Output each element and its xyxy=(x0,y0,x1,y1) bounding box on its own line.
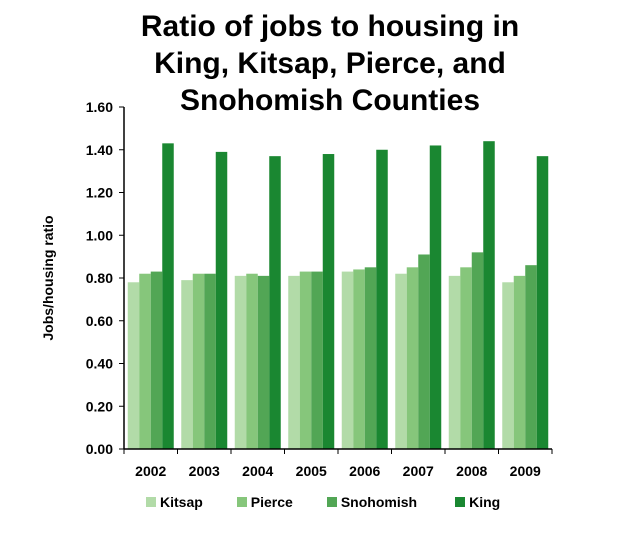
legend-label: Kitsap xyxy=(160,494,203,510)
x-tick-label: 2008 xyxy=(456,463,487,479)
bar-kitsap-2004 xyxy=(234,275,247,449)
legend-item-king: King xyxy=(455,494,500,510)
bar-king-2006 xyxy=(376,149,388,449)
bar-pierce-2004 xyxy=(246,273,258,449)
legend-swatch-icon xyxy=(326,497,337,507)
legend-swatch-icon xyxy=(455,497,466,507)
bar-group-2005 xyxy=(288,154,335,449)
bar-pierce-2007 xyxy=(406,267,419,449)
y-tick-label: 0.40 xyxy=(86,356,113,372)
bar-group-2007 xyxy=(395,145,442,449)
bar-pierce-2006 xyxy=(353,269,365,449)
bar-snohomish-2004 xyxy=(257,275,270,449)
bar-snohomish-2007 xyxy=(418,254,430,449)
chart-title: Ratio of jobs to housing in King, Kitsap… xyxy=(0,8,626,119)
bar-kitsap-2009 xyxy=(502,282,514,449)
x-tick-label: 2004 xyxy=(242,463,273,479)
bar-kitsap-2006 xyxy=(341,271,354,449)
legend-label: King xyxy=(469,494,501,510)
bar-group-2008 xyxy=(448,141,495,449)
bar-group-2006 xyxy=(341,149,388,449)
legend-item-pierce: Pierce xyxy=(236,494,293,510)
bar-kitsap-2007 xyxy=(395,273,407,449)
bar-snohomish-2003 xyxy=(204,273,216,449)
legend-label: Snohomish xyxy=(340,494,418,510)
bar-snohomish-2009 xyxy=(525,265,537,449)
bar-king-2005 xyxy=(322,154,335,449)
legend-label: Pierce xyxy=(250,494,293,510)
bar-king-2008 xyxy=(483,141,495,449)
legend-swatch-icon xyxy=(146,497,156,507)
legend-item-snohomish: Snohomish xyxy=(326,494,418,510)
y-tick-label: 0.80 xyxy=(86,270,113,286)
bar-group-2009 xyxy=(502,156,549,449)
bar-pierce-2003 xyxy=(192,273,205,449)
bar-snohomish-2008 xyxy=(471,252,484,449)
bar-king-2007 xyxy=(429,145,442,449)
chart-title-line-2: King, Kitsap, Pierce, and xyxy=(154,47,506,80)
bar-king-2002 xyxy=(162,143,174,449)
x-tick-label: 2005 xyxy=(296,463,327,479)
y-tick-label: 0.60 xyxy=(86,313,113,329)
bar-kitsap-2005 xyxy=(288,275,300,449)
y-tick-label: 1.40 xyxy=(86,142,113,158)
bar-snohomish-2005 xyxy=(311,271,323,449)
bar-pierce-2009 xyxy=(513,275,526,449)
bar-pierce-2002 xyxy=(139,273,151,449)
bar-snohomish-2006 xyxy=(364,267,377,449)
bar-kitsap-2008 xyxy=(448,275,461,449)
bar-pierce-2008 xyxy=(460,267,472,449)
y-tick-label: 1.20 xyxy=(86,185,113,201)
legend-item-kitsap: Kitsap xyxy=(146,494,203,510)
chart-legend: Kitsap Pierce Snohomish King xyxy=(146,494,500,510)
y-tick-label: 1.60 xyxy=(86,99,113,115)
x-tick-label: 2007 xyxy=(403,463,434,479)
bar-king-2009 xyxy=(536,156,549,449)
y-tick-label: 0.00 xyxy=(86,441,113,457)
bar-kitsap-2003 xyxy=(181,280,193,449)
bar-pierce-2005 xyxy=(299,271,312,449)
bar-kitsap-2002 xyxy=(127,282,140,449)
bar-king-2003 xyxy=(215,151,228,449)
bar-snohomish-2002 xyxy=(150,271,163,449)
y-tick-label: 0.20 xyxy=(86,398,113,414)
bar-group-2002 xyxy=(127,143,174,449)
x-tick-label: 2006 xyxy=(349,463,380,479)
y-tick-label: 1.00 xyxy=(86,227,113,243)
legend-swatch-icon xyxy=(236,497,247,507)
bar-group-2003 xyxy=(181,151,228,449)
x-tick-label: 2009 xyxy=(510,463,541,479)
chart-title-line-3: Snohomish Counties xyxy=(180,84,480,117)
bar-group-2004 xyxy=(234,156,281,449)
bar-king-2004 xyxy=(269,156,281,449)
x-tick-label: 2003 xyxy=(189,463,220,479)
chart-title-line-1: Ratio of jobs to housing in xyxy=(140,10,520,43)
x-tick-label: 2002 xyxy=(135,463,166,479)
